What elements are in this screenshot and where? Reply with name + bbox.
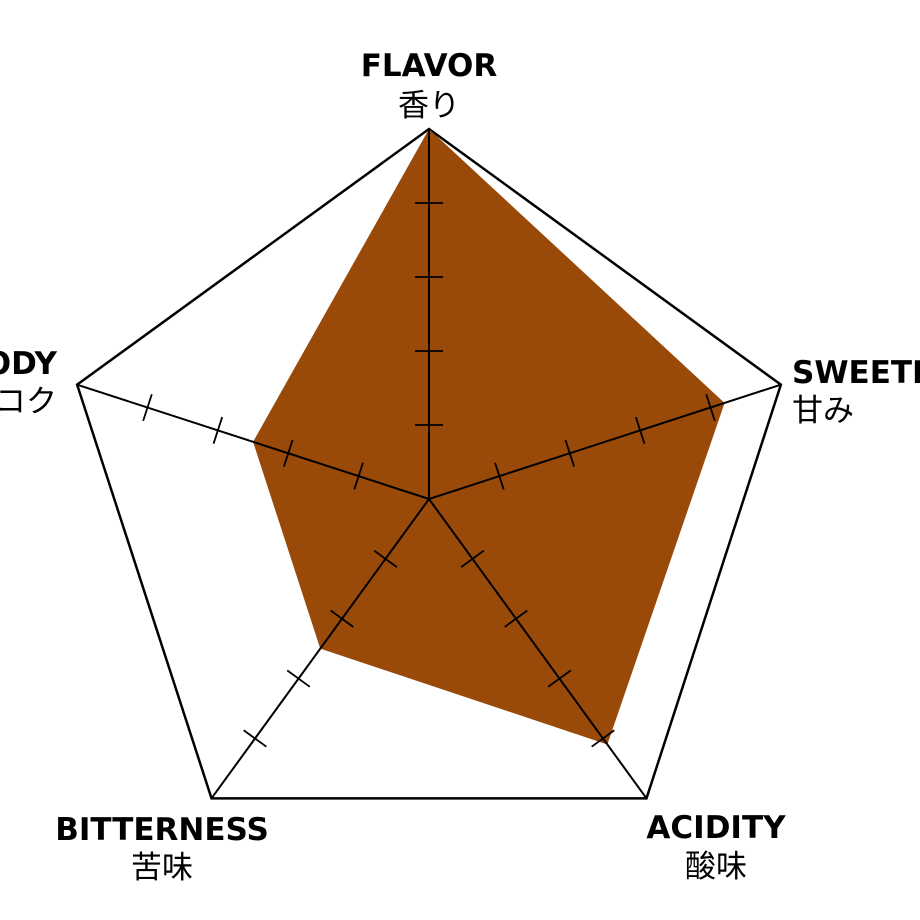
tick-bitterness-3	[286, 669, 311, 688]
axis-line-bitterness	[210, 498, 430, 799]
tick-acidity-1	[460, 549, 485, 568]
tick-sweetness-1	[494, 462, 505, 490]
tick-acidity-4	[591, 729, 615, 748]
tick-body-2	[283, 439, 294, 467]
tick-body-1	[353, 462, 364, 490]
radar-data-area	[253, 129, 725, 745]
tick-bitterness-4	[243, 729, 267, 748]
axis-label-jp-flavor: 香り	[398, 88, 460, 124]
axis-label-jp-sweetness: 甘み	[792, 393, 854, 429]
radar-axes	[76, 129, 782, 799]
axis-line-body	[76, 383, 430, 500]
axis-label-jp-acidity: 酸味	[685, 849, 747, 885]
axis-line-sweetness	[428, 383, 782, 500]
axis-label-bitterness: BITTERNESS	[55, 812, 269, 848]
tick-body-4	[142, 393, 153, 422]
tick-body-3	[212, 416, 224, 444]
axis-label-sweetness: SWEETNESS	[792, 355, 920, 391]
axis-label-jp-body: コク	[0, 384, 57, 420]
axis-label-flavor: FLAVOR	[361, 48, 498, 84]
axis-line-acidity	[428, 498, 648, 799]
tick-sweetness-2	[564, 439, 575, 467]
tick-acidity-2	[504, 609, 528, 628]
tick-sweetness-3	[634, 416, 646, 444]
axis-label-acidity: ACIDITY	[646, 810, 786, 846]
tick-bitterness-2	[330, 609, 354, 628]
radar-ticks	[142, 202, 716, 748]
axis-label-jp-bitterness: 苦味	[131, 850, 193, 886]
axis-label-body: BODY	[0, 346, 58, 382]
tick-bitterness-1	[373, 549, 398, 568]
tick-acidity-3	[547, 669, 572, 688]
tick-sweetness-4	[705, 393, 716, 422]
